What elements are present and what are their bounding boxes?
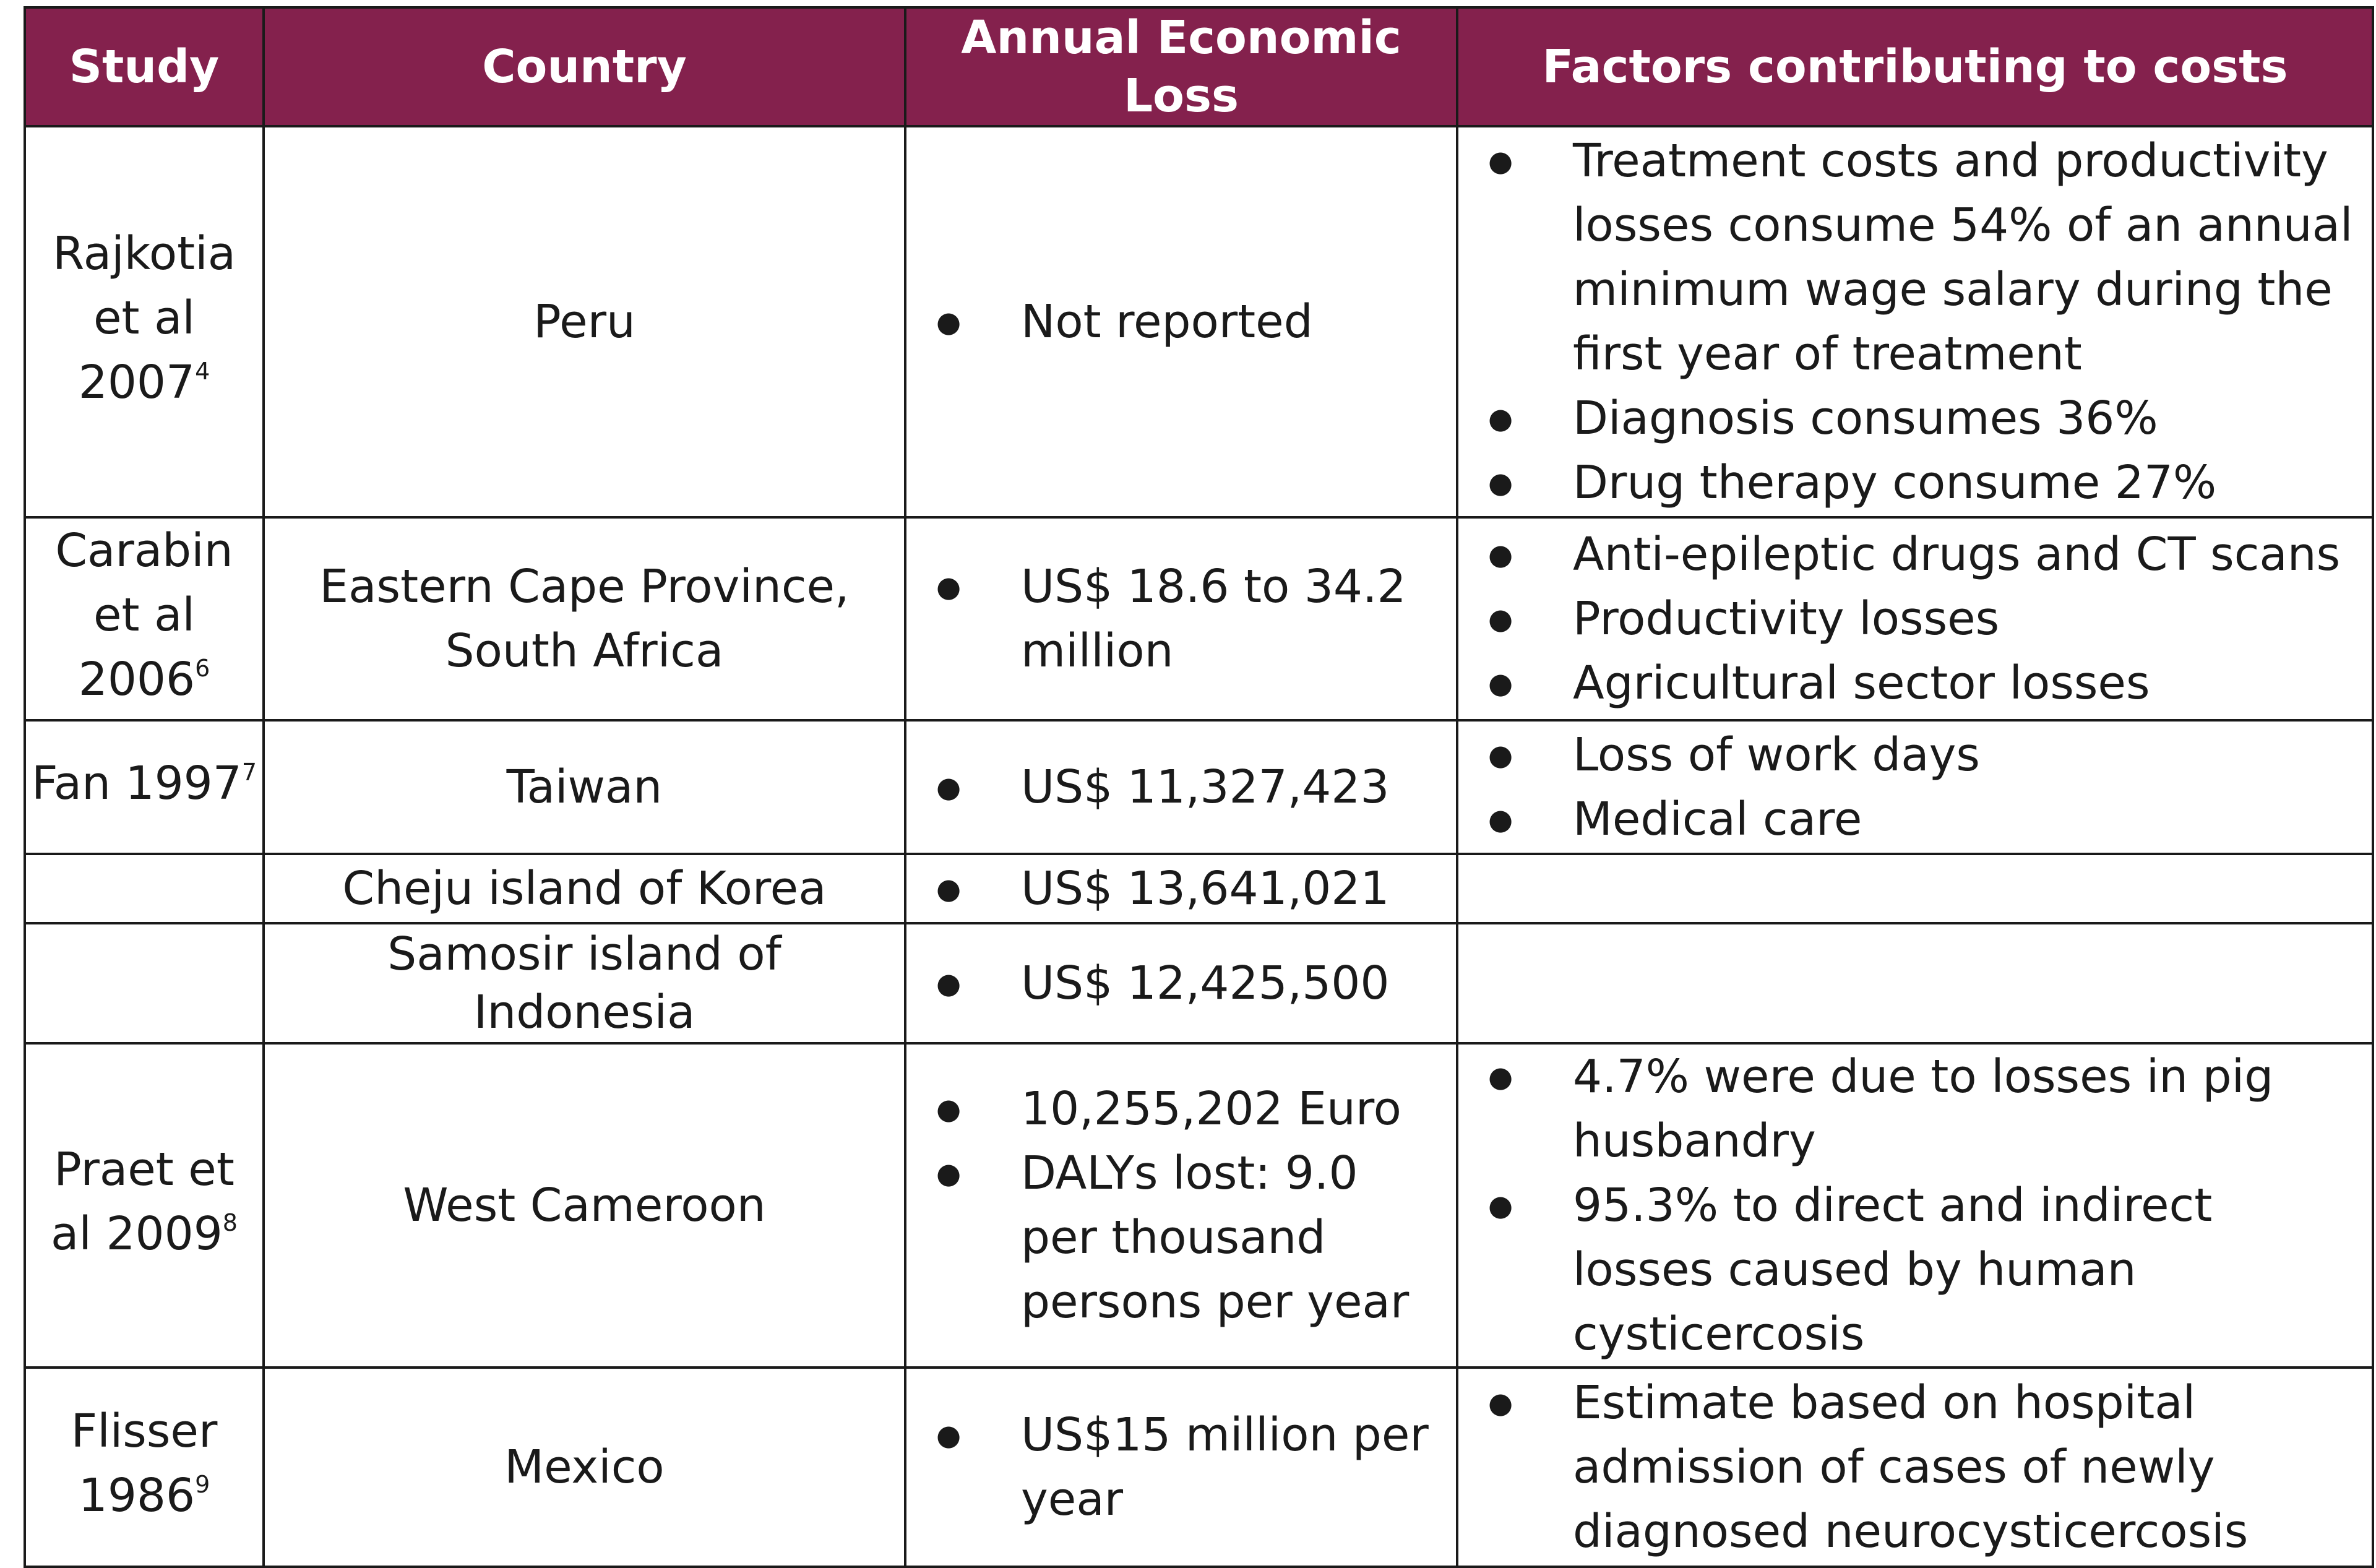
factors-cell: Treatment costs and productivity losses … (1456, 125, 2374, 519)
loss-list: US$ 11,327,423 (906, 755, 1444, 819)
loss-item: US$ 18.6 to 34.2 million (906, 554, 1444, 683)
header-study: Study (24, 6, 265, 127)
factors-list: 4.7% were due to losses in pig husbandry… (1458, 1045, 2359, 1366)
factors-cell (1456, 853, 2374, 924)
loss-item: 10,255,202 Euro (906, 1077, 1444, 1141)
table-row: Rajkotia et al 20074 Peru Not reported T… (24, 125, 2374, 519)
study-text: Praet et al 2009 (51, 1143, 235, 1260)
factor-item: 95.3% to direct and indirect losses caus… (1458, 1173, 2359, 1366)
table-header-row: Study Country Annual Economic Loss Facto… (24, 6, 2374, 127)
loss-cell: US$ 12,425,500 (904, 922, 1458, 1045)
factor-item: Anti-epileptic drugs and CT scans (1458, 522, 2359, 587)
table-row: Fan 19977 Taiwan US$ 11,327,423 Loss of … (24, 719, 2374, 855)
study-cell: Praet et al 20098 (24, 1042, 265, 1369)
reference-number: 6 (195, 655, 210, 682)
study-cell: Fan 19977 (24, 719, 265, 855)
country-cell: West Cameroon (262, 1042, 906, 1369)
loss-list: Not reported (906, 290, 1444, 354)
study-text: Rajkotia et al 2007 (52, 227, 236, 409)
factor-item: Medical care (1458, 787, 2359, 851)
loss-item: US$15 million per year (906, 1403, 1444, 1531)
reference-number: 8 (222, 1209, 238, 1236)
loss-item: US$ 12,425,500 (906, 951, 1444, 1015)
study-cell: Carabin et al 20066 (24, 516, 265, 722)
country-cell: Mexico (262, 1366, 906, 1568)
table-row: Praet et al 20098 West Cameroon 10,255,2… (24, 1042, 2374, 1369)
country-cell: Cheju island of Korea (262, 853, 906, 924)
factors-list: Estimate based on hospital admission of … (1458, 1371, 2359, 1564)
country-cell: Eastern Cape Province, South Africa (262, 516, 906, 722)
header-country: Country (262, 6, 906, 127)
country-cell: Peru (262, 125, 906, 519)
loss-cell: US$ 13,641,021 (904, 853, 1458, 924)
loss-cell: US$ 18.6 to 34.2 million (904, 516, 1458, 722)
factor-item: Estimate based on hospital admission of … (1458, 1371, 2359, 1564)
factors-cell: Loss of work days Medical care (1456, 719, 2374, 855)
loss-list: US$ 12,425,500 (906, 951, 1444, 1015)
factors-cell (1456, 922, 2374, 1045)
factor-item: 4.7% were due to losses in pig husbandry (1458, 1045, 2359, 1173)
study-cell (24, 853, 265, 924)
factors-list: Treatment costs and productivity losses … (1458, 129, 2359, 515)
factor-item: Drug therapy consume 27% (1458, 450, 2359, 515)
factor-item: Agricultural sector losses (1458, 651, 2359, 715)
header-factors: Factors contributing to costs (1456, 6, 2374, 127)
loss-list: US$15 million per year (906, 1403, 1444, 1531)
loss-item: DALYs lost: 9.0 per thousand persons per… (906, 1141, 1444, 1334)
economic-loss-table-wrapper: Study Country Annual Economic Loss Facto… (24, 6, 2374, 1568)
factors-list: Loss of work days Medical care (1458, 723, 2359, 851)
factors-cell: Estimate based on hospital admission of … (1456, 1366, 2374, 1568)
factors-list: Anti-epileptic drugs and CT scans Produc… (1458, 522, 2359, 715)
factor-item: Productivity losses (1458, 587, 2359, 651)
header-annual-economic-loss: Annual Economic Loss (904, 6, 1458, 127)
country-cell: Taiwan (262, 719, 906, 855)
study-text: Fan 1997 (31, 757, 242, 810)
study-cell: Rajkotia et al 20074 (24, 125, 265, 519)
loss-cell: US$15 million per year (904, 1366, 1458, 1568)
country-cell: Samosir island of Indonesia (262, 922, 906, 1045)
factors-cell: Anti-epileptic drugs and CT scans Produc… (1456, 516, 2374, 722)
loss-list: US$ 13,641,021 (906, 856, 1444, 921)
reference-number: 4 (195, 358, 210, 385)
factor-item: Treatment costs and productivity losses … (1458, 129, 2359, 386)
loss-item: US$ 13,641,021 (906, 856, 1444, 921)
reference-number: 7 (241, 759, 257, 786)
loss-cell: US$ 11,327,423 (904, 719, 1458, 855)
loss-item: US$ 11,327,423 (906, 755, 1444, 819)
loss-cell: Not reported (904, 125, 1458, 519)
loss-cell: 10,255,202 Euro DALYs lost: 9.0 per thou… (904, 1042, 1458, 1369)
economic-loss-table: Study Country Annual Economic Loss Facto… (24, 6, 2374, 1568)
loss-list: 10,255,202 Euro DALYs lost: 9.0 per thou… (906, 1077, 1444, 1334)
study-cell: Flisser 19869 (24, 1366, 265, 1568)
table-row: Carabin et al 20066 Eastern Cape Provinc… (24, 516, 2374, 722)
table-row: Flisser 19869 Mexico US$15 million per y… (24, 1366, 2374, 1568)
study-cell (24, 922, 265, 1045)
factors-cell: 4.7% were due to losses in pig husbandry… (1456, 1042, 2374, 1369)
table-row: Cheju island of Korea US$ 13,641,021 (24, 853, 2374, 924)
reference-number: 9 (195, 1471, 210, 1498)
loss-item: Not reported (906, 290, 1444, 354)
factor-item: Diagnosis consumes 36% (1458, 386, 2359, 450)
factor-item: Loss of work days (1458, 723, 2359, 787)
loss-list: US$ 18.6 to 34.2 million (906, 554, 1444, 683)
study-text: Flisser 1986 (71, 1405, 218, 1522)
table-row: Samosir island of Indonesia US$ 12,425,5… (24, 922, 2374, 1045)
study-text: Carabin et al 2006 (55, 524, 233, 706)
